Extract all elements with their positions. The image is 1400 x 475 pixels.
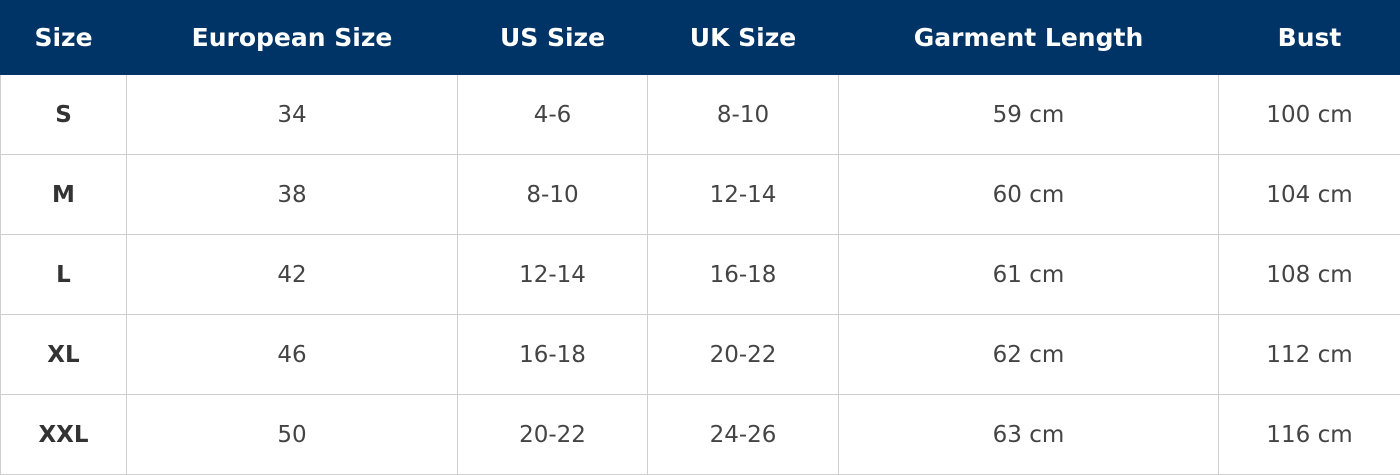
table-cell: 108 cm (1219, 235, 1400, 315)
table-cell: 20-22 (458, 395, 648, 475)
table-cell: 46 (127, 315, 458, 395)
size-cell: S (1, 75, 127, 155)
size-cell: L (1, 235, 127, 315)
table-cell: 16-18 (458, 315, 648, 395)
table-cell: 24-26 (648, 395, 839, 475)
size-cell: XXL (1, 395, 127, 475)
header-cell: Size (1, 1, 127, 75)
table-cell: 100 cm (1219, 75, 1400, 155)
header-cell: Bust (1219, 1, 1400, 75)
header-cell: UK Size (648, 1, 839, 75)
table-cell: 16-18 (648, 235, 839, 315)
table-cell: 20-22 (648, 315, 839, 395)
table-cell: 8-10 (458, 155, 648, 235)
header-cell: US Size (458, 1, 648, 75)
table-cell: 116 cm (1219, 395, 1400, 475)
table-cell: 4-6 (458, 75, 648, 155)
size-cell: XL (1, 315, 127, 395)
table-cell: 50 (127, 395, 458, 475)
table-cell: 12-14 (648, 155, 839, 235)
table-cell: 8-10 (648, 75, 839, 155)
table-cell: 38 (127, 155, 458, 235)
table-cell: 112 cm (1219, 315, 1400, 395)
table-cell: 63 cm (839, 395, 1219, 475)
table-cell: 62 cm (839, 315, 1219, 395)
table-cell: 59 cm (839, 75, 1219, 155)
table-cell: 61 cm (839, 235, 1219, 315)
size-cell: M (1, 155, 127, 235)
header-cell: Garment Length (839, 1, 1219, 75)
header-cell: European Size (127, 1, 458, 75)
table-cell: 60 cm (839, 155, 1219, 235)
table-cell: 42 (127, 235, 458, 315)
table-cell: 34 (127, 75, 458, 155)
table-cell: 12-14 (458, 235, 648, 315)
table-cell: 104 cm (1219, 155, 1400, 235)
